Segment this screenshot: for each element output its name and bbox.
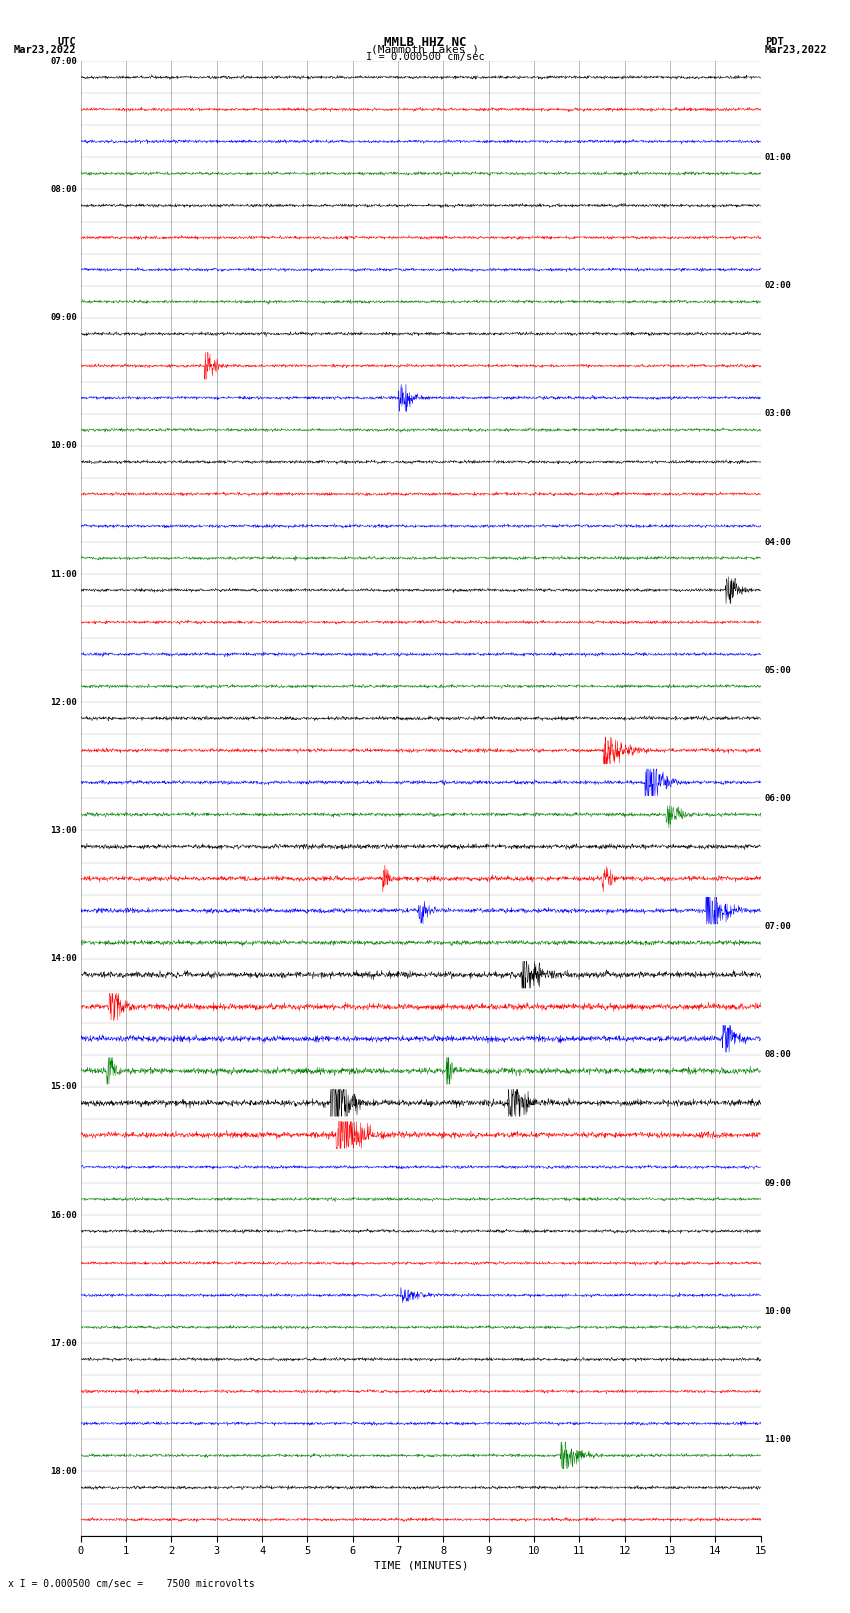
Text: 11:00: 11:00 xyxy=(50,569,77,579)
Text: 02:00: 02:00 xyxy=(764,281,791,290)
Text: 10:00: 10:00 xyxy=(50,442,77,450)
Text: 12:00: 12:00 xyxy=(50,698,77,706)
Text: Mar23,2022: Mar23,2022 xyxy=(14,45,76,55)
Text: 11:00: 11:00 xyxy=(764,1436,791,1444)
Text: 17:00: 17:00 xyxy=(50,1339,77,1348)
Text: 04:00: 04:00 xyxy=(764,537,791,547)
Text: 01:00: 01:00 xyxy=(764,153,791,161)
Text: Mar23,2022: Mar23,2022 xyxy=(765,45,828,55)
Text: 08:00: 08:00 xyxy=(764,1050,791,1060)
Text: 08:00: 08:00 xyxy=(50,185,77,194)
Text: 14:00: 14:00 xyxy=(50,955,77,963)
Text: 18:00: 18:00 xyxy=(50,1466,77,1476)
Text: 07:00: 07:00 xyxy=(764,923,791,931)
X-axis label: TIME (MINUTES): TIME (MINUTES) xyxy=(373,1560,468,1569)
Text: 10:00: 10:00 xyxy=(764,1307,791,1316)
Text: UTC: UTC xyxy=(58,37,76,47)
Text: 09:00: 09:00 xyxy=(50,313,77,323)
Text: 07:00: 07:00 xyxy=(50,56,77,66)
Text: 06:00: 06:00 xyxy=(764,794,791,803)
Text: I = 0.000500 cm/sec: I = 0.000500 cm/sec xyxy=(366,52,484,63)
Text: 09:00: 09:00 xyxy=(764,1179,791,1187)
Text: 16:00: 16:00 xyxy=(50,1211,77,1219)
Text: 15:00: 15:00 xyxy=(50,1082,77,1092)
Text: (Mammoth Lakes ): (Mammoth Lakes ) xyxy=(371,44,479,55)
Text: 05:00: 05:00 xyxy=(764,666,791,674)
Text: x I = 0.000500 cm/sec =    7500 microvolts: x I = 0.000500 cm/sec = 7500 microvolts xyxy=(8,1579,255,1589)
Text: MMLB HHZ NC: MMLB HHZ NC xyxy=(383,37,467,50)
Text: 03:00: 03:00 xyxy=(764,410,791,418)
Text: PDT: PDT xyxy=(765,37,784,47)
Text: 13:00: 13:00 xyxy=(50,826,77,836)
